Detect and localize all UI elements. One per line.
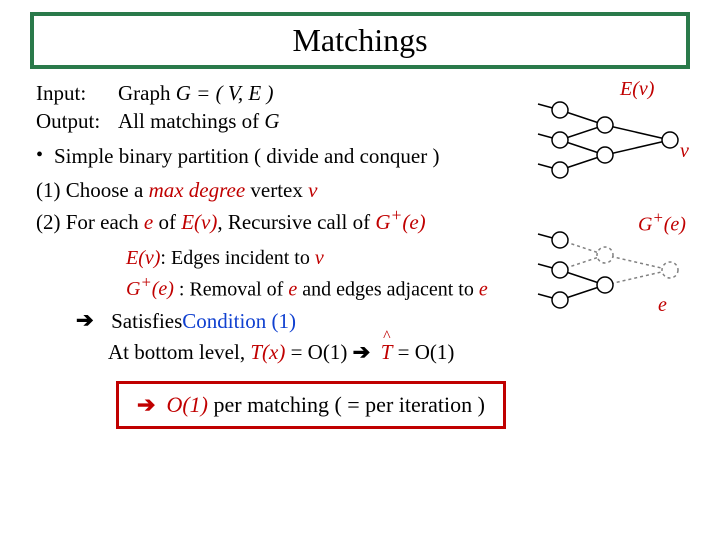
input-text: Graph G = ( V, E ) bbox=[118, 79, 274, 107]
bullet-text: Simple binary partition ( divide and con… bbox=[54, 142, 440, 170]
condition-link: Condition (1) bbox=[182, 307, 296, 335]
diagram-ge: G+(e) e bbox=[530, 222, 700, 332]
arrow-icon: ➔ bbox=[76, 307, 111, 335]
diagram-ev: E(v) v bbox=[530, 92, 700, 192]
arrow-icon: ➔ bbox=[137, 392, 155, 417]
arrow-icon: ➔ bbox=[353, 341, 371, 364]
result-box: ➔ O(1) per matching ( = per iteration ) bbox=[116, 381, 506, 429]
hat-icon: ^ bbox=[383, 326, 390, 348]
output-text: All matchings of G bbox=[118, 107, 280, 135]
output-label: Output: bbox=[36, 107, 118, 135]
page-title: Matchings bbox=[292, 22, 427, 58]
label-ge: G+(e) bbox=[638, 208, 686, 237]
title-box: Matchings bbox=[30, 12, 690, 69]
label-e: e bbox=[658, 294, 667, 317]
bottom-row: At bottom level, T(x) = O(1) ➔ ^T = O(1) bbox=[108, 338, 684, 367]
label-v: v bbox=[680, 140, 689, 163]
label-ev: E(v) bbox=[620, 78, 654, 101]
bullet-dot: • bbox=[36, 142, 54, 170]
input-label: Input: bbox=[36, 79, 118, 107]
